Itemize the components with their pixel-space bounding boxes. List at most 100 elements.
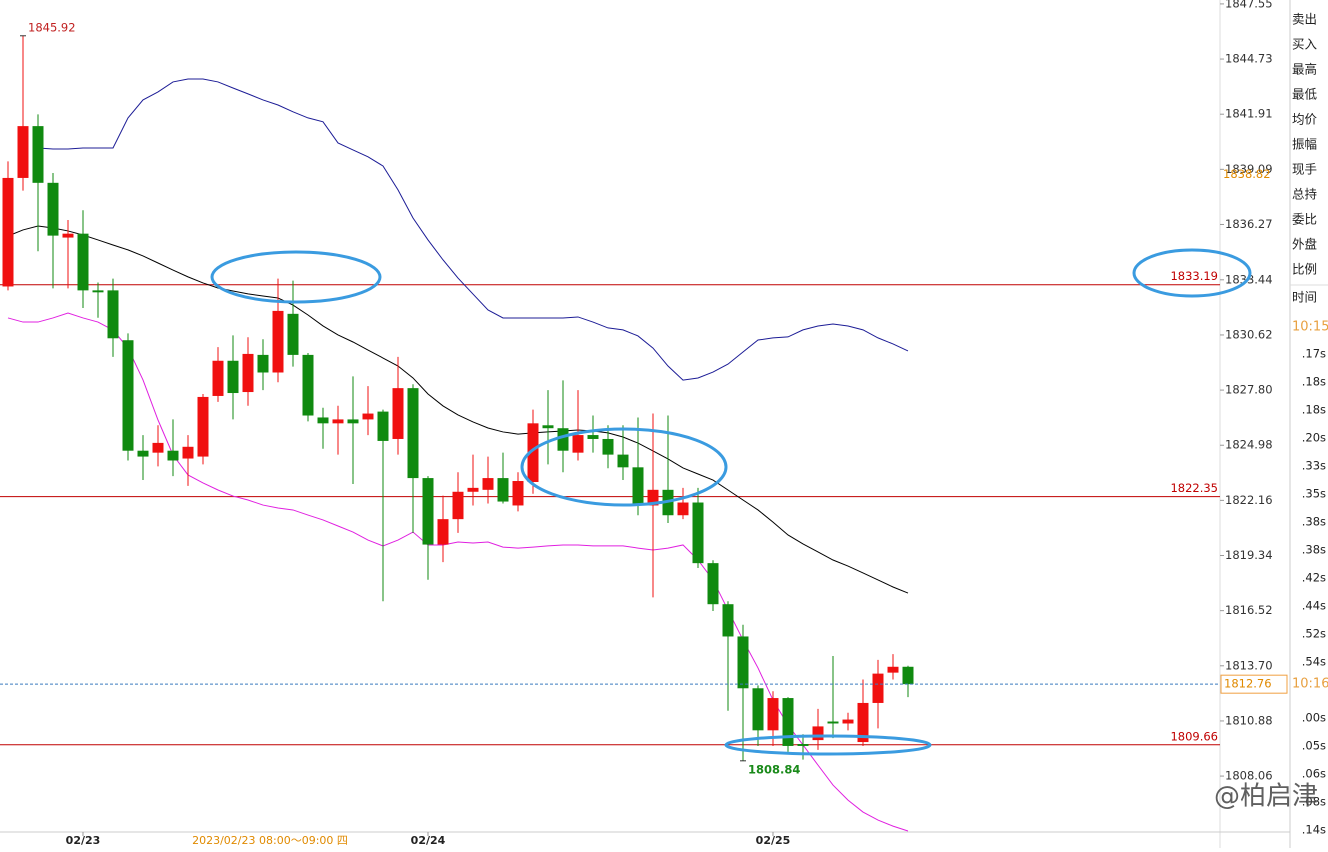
candle-body [32, 126, 44, 183]
panel-seconds: .54s [1302, 655, 1326, 669]
panel-seconds: .38s [1302, 543, 1326, 557]
x-tick-label: 02/23 [66, 834, 101, 847]
panel-label: 时间 [1292, 290, 1317, 305]
candle-body [317, 417, 329, 424]
candle-body [872, 673, 884, 703]
annotation-ellipse [1132, 248, 1252, 298]
x-tick-label: 02/24 [411, 834, 446, 847]
candle-body [602, 438, 614, 455]
candle-body [257, 354, 269, 373]
panel-seconds: .38s [1302, 515, 1326, 529]
annotations [210, 248, 1252, 756]
candle-body [422, 478, 434, 545]
candle-body [362, 413, 374, 420]
panel-seconds: .52s [1302, 627, 1326, 641]
level-label: 1833.19 [1170, 269, 1218, 283]
y-tick-label: 1808.06 [1225, 769, 1273, 783]
candle-body [692, 502, 704, 564]
panel-seconds: .35s [1302, 487, 1326, 501]
x-tick-label: 02/25 [756, 834, 791, 847]
candle-body [782, 698, 794, 746]
y-tick-label: 1836.27 [1225, 217, 1273, 231]
panel-seconds: .06s [1302, 767, 1326, 781]
annotation-ellipse [724, 734, 932, 756]
candle-body [227, 360, 239, 394]
y-tick-label: 1841.91 [1225, 107, 1273, 121]
y-tick-label: 1847.55 [1225, 0, 1273, 10]
overlay-line [37, 78, 909, 381]
panel-seconds: .08s [1302, 795, 1326, 809]
panel-seconds: .17s [1302, 347, 1326, 361]
candle-body [542, 425, 554, 429]
candle-body [827, 721, 839, 724]
candle-body [272, 310, 284, 373]
axis-marker-label: 1838.82 [1223, 167, 1271, 181]
candle-body [197, 396, 209, 457]
overlay-line [7, 225, 909, 594]
y-tick-label: 1827.80 [1225, 383, 1273, 397]
panel-time: 10:15 [1292, 320, 1328, 335]
panel-label: 委比 [1292, 212, 1317, 227]
y-tick-label: 1816.52 [1225, 603, 1273, 617]
candle-body [572, 435, 584, 453]
candle-body [122, 340, 134, 451]
current-time: 10:16 [1292, 677, 1328, 692]
y-tick-label: 1813.70 [1225, 658, 1273, 672]
candle-body [167, 450, 179, 461]
panel-seconds: .33s [1302, 459, 1326, 473]
candle-body [647, 489, 659, 506]
panel-seconds: .18s [1302, 375, 1326, 389]
panel-label: 比例 [1292, 262, 1317, 277]
candle-body [77, 233, 89, 291]
candle-body [617, 454, 629, 468]
y-tick-label: 1844.73 [1225, 52, 1273, 66]
candle-body [332, 419, 344, 424]
candle-body [527, 423, 539, 482]
candle-body [347, 419, 359, 424]
candle-body [467, 487, 479, 492]
candle-body [737, 636, 749, 689]
candle-body [512, 481, 524, 506]
y-tick-label: 1839.09 [1225, 162, 1273, 176]
annotation-ellipse [520, 427, 728, 507]
watermark: @柏启津 [1214, 782, 1318, 812]
candle-body [887, 666, 899, 673]
candle-body [107, 290, 119, 339]
panel-label: 买入 [1292, 37, 1318, 52]
candle-body [677, 502, 689, 516]
candle-body [497, 478, 509, 502]
candle-body [587, 435, 599, 439]
candle-body [632, 467, 644, 506]
candle-body [452, 491, 464, 520]
candle-body [707, 563, 719, 605]
candle-body [152, 442, 164, 453]
candle-body [212, 360, 224, 396]
panel-label: 现手 [1292, 162, 1317, 177]
candle-body [392, 388, 404, 439]
y-tick-label: 1822.16 [1225, 493, 1273, 507]
panel-label: 最低 [1292, 87, 1318, 102]
y-tick-label: 1830.62 [1225, 327, 1273, 341]
panel-seconds: .20s [1302, 431, 1326, 445]
panel-seconds: .05s [1302, 739, 1326, 753]
overlay-line [7, 312, 909, 832]
y-tick-label: 1819.34 [1225, 548, 1273, 562]
crosshair-time: 2023/02/23 08:00～09:00 四 [192, 834, 348, 847]
current-price-box [1220, 674, 1288, 694]
candle-body [287, 313, 299, 355]
panel-seconds: .14s [1302, 823, 1326, 837]
candle-body [722, 604, 734, 637]
panel-label: 总持 [1292, 187, 1317, 202]
candle-body [767, 698, 779, 731]
candle-body [302, 354, 314, 416]
panel-seconds: .18s [1302, 403, 1326, 417]
candle-body [62, 233, 74, 238]
y-tick-label: 1810.88 [1225, 713, 1273, 727]
candle-body [842, 719, 854, 724]
candle-body [857, 702, 869, 743]
candle-body [92, 290, 104, 293]
current-price-label: 1812.76 [1224, 677, 1272, 691]
annotation-ellipse [210, 250, 382, 304]
panel-label: 外盘 [1292, 237, 1317, 252]
